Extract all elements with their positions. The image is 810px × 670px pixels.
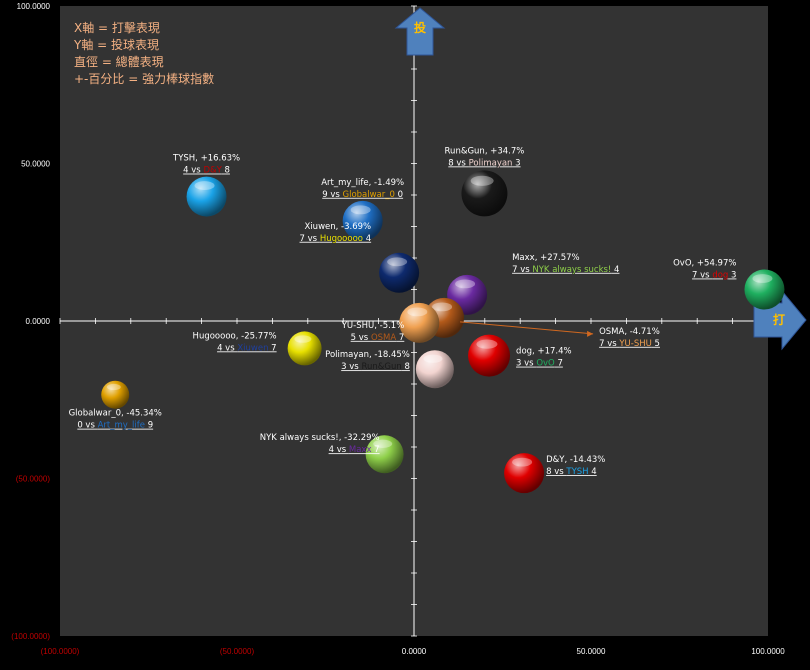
x-tick-labels: (100.0000) (50.0000) 0.0000 50.0000 100.0000 bbox=[41, 647, 786, 656]
bubble-xiuwen bbox=[379, 252, 420, 293]
data-label-record: 4 vs D&Y 8 bbox=[183, 166, 230, 176]
data-label-record: 8 vs Polimayan 3 bbox=[448, 158, 520, 168]
bubble-highlight bbox=[455, 279, 476, 289]
bubble-highlight bbox=[423, 354, 443, 363]
y-tick-label: (100.0000) bbox=[11, 632, 50, 641]
bubble-globalwar-0 bbox=[101, 380, 130, 409]
x-tick-label: 50.0000 bbox=[577, 647, 606, 656]
bubble-highlight bbox=[350, 205, 371, 215]
data-label-name: NYK always sucks!, -32.29% bbox=[260, 433, 380, 443]
bubble-highlight bbox=[387, 257, 408, 267]
data-label-record: 7 vs Hugooooo 4 bbox=[300, 234, 372, 244]
data-label-name: OSMA, -4.71% bbox=[599, 327, 660, 337]
data-label-name: Xiuwen, -3.69% bbox=[305, 222, 372, 232]
data-label-name: Maxx, +27.57% bbox=[512, 253, 580, 263]
x-tick-label: 0.0000 bbox=[402, 647, 427, 656]
data-label-name: Polimayan, -18.45% bbox=[325, 350, 410, 360]
y-tick-label: 50.0000 bbox=[21, 160, 50, 169]
bubble-dog bbox=[468, 334, 511, 377]
x-tick-label: (100.0000) bbox=[41, 647, 80, 656]
bubble-highlight bbox=[194, 181, 215, 190]
bubble-series bbox=[101, 170, 785, 494]
legend-line: +-百分比 = 強力棒球指數 bbox=[74, 71, 214, 86]
x-tick-label: (50.0000) bbox=[220, 647, 255, 656]
bubble-art-my-life bbox=[342, 200, 383, 241]
data-labels: TYSH, +16.63% 4 vs D&Y 8 Art_my_life, -1.4… bbox=[69, 146, 737, 477]
bubble-yu-shu bbox=[399, 302, 440, 343]
bubble-highlight bbox=[106, 383, 121, 391]
data-label-record: 3 vs Run&Gun 8 bbox=[341, 362, 410, 372]
x-tick-label: 100.0000 bbox=[751, 647, 785, 656]
data-label-record: 4 vs Maxx 7 bbox=[329, 445, 380, 455]
data-label-name: Run&Gun, +34.7% bbox=[445, 146, 525, 156]
x-axis-arrow-label: 打 bbox=[773, 312, 785, 327]
data-label-record: 0 vs Art_my_life 9 bbox=[77, 421, 153, 431]
data-label-record: 3 vs OvO 7 bbox=[516, 359, 563, 369]
data-label-name: dog, +17.4% bbox=[516, 347, 572, 357]
leader-line bbox=[460, 321, 594, 335]
data-label-record: 4 vs Xiuwen 7 bbox=[217, 343, 277, 353]
data-label-name: TYSH, +16.63% bbox=[172, 154, 240, 164]
data-label-name: Art_my_life, -1.49% bbox=[321, 178, 404, 188]
y-axis-arrow bbox=[394, 7, 446, 56]
y-tick-label: (50.0000) bbox=[16, 475, 51, 484]
bubble-highlight bbox=[512, 457, 533, 467]
data-label-name: YU-SHU, -5.1% bbox=[341, 321, 405, 331]
bubble-highlight bbox=[470, 175, 494, 186]
bubble-highlight bbox=[373, 439, 393, 448]
bubble-ovo bbox=[744, 269, 785, 310]
y-axis-arrow-label: 投 bbox=[414, 20, 426, 35]
data-label-record: 7 vs dog 3 bbox=[692, 271, 736, 281]
bubble-tysh bbox=[186, 176, 227, 217]
data-label-name: Hugooooo, -25.77% bbox=[193, 331, 277, 341]
data-label-name: OvO, +54.97% bbox=[673, 259, 736, 269]
bubble-highlight bbox=[407, 307, 428, 317]
bubble-d-y bbox=[504, 453, 545, 494]
bubble-hugooooo bbox=[287, 331, 322, 366]
data-label-name: Globalwar_0, -45.34% bbox=[69, 409, 162, 419]
legend-line: 直徑 = 總體表現 bbox=[74, 54, 164, 69]
bubble-polimayan bbox=[415, 350, 454, 389]
bubble-highlight bbox=[476, 339, 498, 349]
y-tick-label: 100.0000 bbox=[17, 2, 51, 11]
bubble-run-gun bbox=[461, 170, 508, 217]
bubble-highlight bbox=[752, 274, 773, 283]
legend-line: X軸 = 打擊表現 bbox=[74, 20, 160, 35]
data-label-record: 7 vs YU-SHU 5 bbox=[599, 339, 660, 349]
data-label-record: 8 vs TYSH 4 bbox=[546, 467, 597, 477]
data-label-record: 7 vs NYK always sucks! 4 bbox=[512, 265, 619, 275]
y-tick-label: 0.0000 bbox=[26, 317, 51, 326]
data-label-name: D&Y, -14.43% bbox=[546, 455, 605, 465]
data-label-record: 9 vs Globalwar_0 0 bbox=[322, 190, 403, 200]
legend-line: Y軸 = 投球表現 bbox=[73, 37, 159, 52]
data-label-record: 5 vs OSMA 7 bbox=[351, 333, 405, 343]
bubble-highlight bbox=[432, 302, 453, 312]
y-tick-labels: 100.0000 50.0000 0.0000 (50.0000) (100.0000) bbox=[11, 2, 50, 641]
bubble-highlight bbox=[294, 335, 312, 343]
bubble-nyk-always-sucks- bbox=[365, 435, 404, 474]
